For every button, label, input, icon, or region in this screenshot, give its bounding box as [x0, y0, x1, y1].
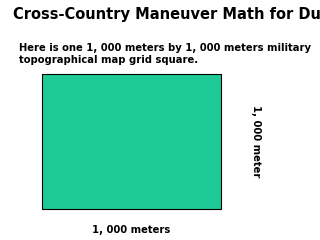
Bar: [42, 74, 221, 209]
Text: 1, 000 meter: 1, 000 meter: [251, 105, 261, 178]
Text: 1, 000 meters: 1, 000 meters: [92, 225, 170, 235]
Text: Cross-Country Maneuver Math for Dummies: Cross-Country Maneuver Math for Dummies: [13, 7, 320, 22]
Text: Here is one 1, 000 meters by 1, 000 meters military
topographical map grid squar: Here is one 1, 000 meters by 1, 000 mete…: [19, 43, 311, 65]
